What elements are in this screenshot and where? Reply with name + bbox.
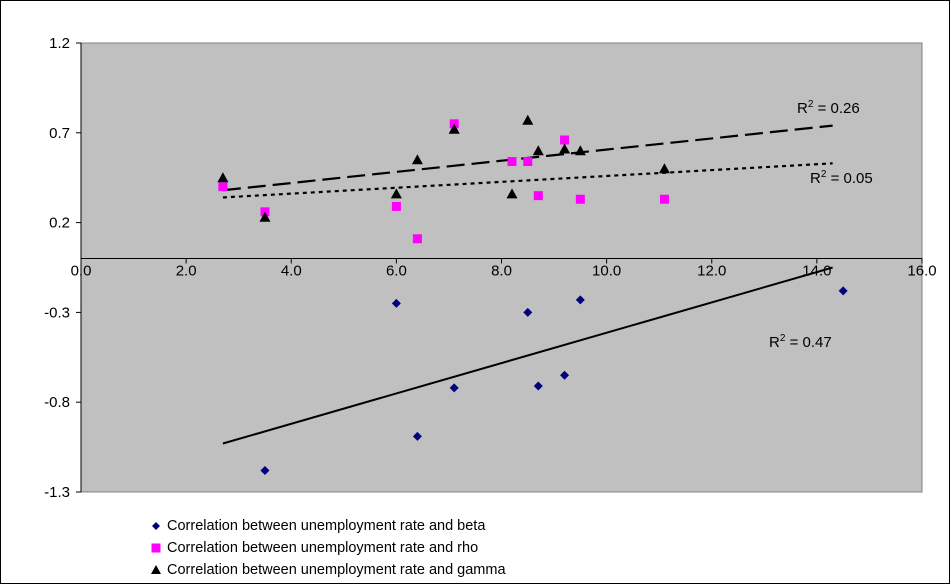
rho-point: [412, 234, 422, 244]
x-tick-label: 0.0: [71, 263, 92, 280]
beta-point: [391, 298, 401, 308]
legend-item-rho: Correlation between unemployment rate an…: [149, 537, 506, 559]
legend-label-beta: Correlation between unemployment rate an…: [167, 518, 486, 534]
beta-point: [838, 286, 848, 296]
trendline-rho: [222, 162, 833, 199]
x-tick-label: 14.0: [802, 263, 831, 280]
beta-point: [523, 307, 533, 317]
square-icon: [151, 543, 161, 553]
gamma-point: [506, 188, 518, 199]
gamma-point: [532, 145, 544, 156]
legend-item-beta: Correlation between unemployment rate an…: [149, 515, 506, 537]
rho-point: [507, 157, 517, 167]
gamma-point: [559, 143, 571, 154]
legend-label-gamma: Correlation between unemployment rate an…: [167, 562, 506, 578]
y-tick-label: -1.3: [44, 484, 70, 501]
beta-point: [449, 383, 459, 393]
x-tick-label: 10.0: [592, 263, 621, 280]
rho-point: [575, 194, 585, 204]
beta-point: [560, 370, 570, 380]
data-points: [217, 114, 848, 475]
y-tick-label: 0.2: [49, 215, 70, 232]
gamma-point: [522, 114, 534, 125]
beta-point: [260, 465, 270, 475]
legend: Correlation between unemployment rate an…: [149, 515, 506, 581]
legend-item-gamma: Correlation between unemployment rate an…: [149, 559, 506, 581]
triangle-icon: [151, 565, 161, 574]
x-tick-label: 8.0: [491, 263, 512, 280]
gamma-point: [390, 188, 402, 199]
x-tick-label: 6.0: [386, 263, 407, 280]
trendline-beta: [222, 266, 833, 445]
y-tick-label: 1.2: [49, 35, 70, 52]
legend-label-rho: Correlation between unemployment rate an…: [167, 540, 479, 556]
gamma-point: [259, 211, 271, 222]
rho-point: [523, 157, 533, 167]
scatter-chart: 0.0 2.0 4.0 6.0 8.0 10.0 12.0 14.0 16.0 1.2 0.7 0.2…: [44, 35, 936, 501]
r-squared-label: R2 = 0.47: [769, 333, 832, 351]
r-squared-label: R2 = 0.05: [810, 169, 873, 187]
r-squared-labels: R2 = 0.47 R2 = 0.05 R2 = 0.26: [769, 99, 873, 351]
rho-point: [659, 194, 669, 204]
rho-point: [391, 201, 401, 211]
axes: 0.0 2.0 4.0 6.0 8.0 10.0 12.0 14.0 16.0 1.2 0.7 0.2…: [44, 35, 936, 501]
rho-point: [533, 191, 543, 201]
diamond-icon: [152, 522, 160, 530]
x-tick-label: 4.0: [281, 263, 302, 280]
beta-point: [533, 381, 543, 391]
y-tick-label: -0.8: [44, 394, 70, 411]
r-squared-label: R2 = 0.26: [797, 99, 860, 117]
beta-point: [575, 295, 585, 305]
y-tick-label: -0.3: [44, 304, 70, 321]
x-tick-label: 16.0: [907, 263, 936, 280]
beta-point: [412, 431, 422, 441]
x-tick-label: 2.0: [176, 263, 197, 280]
gamma-point: [411, 154, 423, 165]
x-tick-label: 12.0: [697, 263, 726, 280]
gamma-point: [448, 123, 460, 134]
gamma-point: [658, 163, 670, 174]
rho-point: [560, 135, 570, 145]
y-tick-label: 0.7: [49, 125, 70, 142]
plot-area: [80, 42, 923, 493]
rho-point: [218, 182, 228, 192]
gamma-point: [217, 172, 229, 183]
gamma-point: [574, 145, 586, 156]
